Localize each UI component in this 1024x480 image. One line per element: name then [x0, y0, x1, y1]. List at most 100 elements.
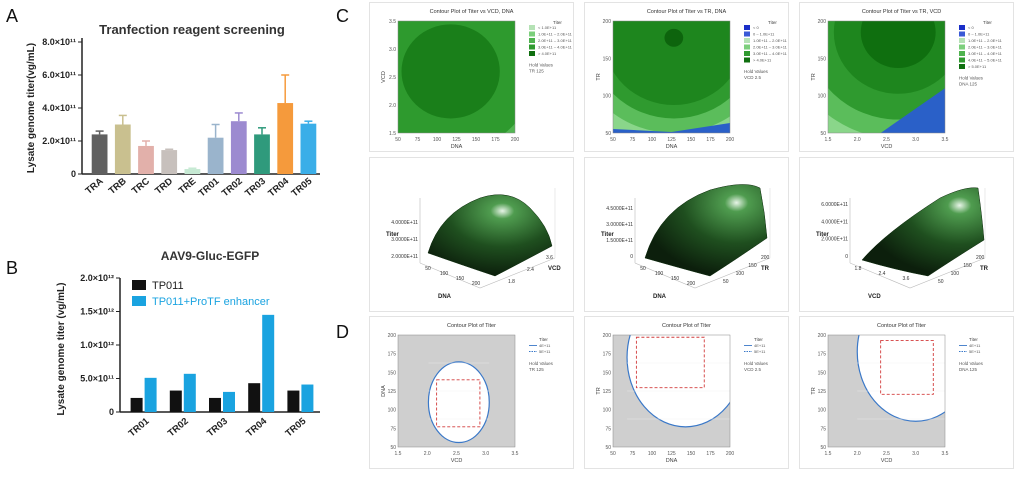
S2-ztick-label: 4.5000E+11 — [606, 206, 633, 212]
C1-legend-title: Titer — [553, 20, 562, 25]
C2-xtick-label: 50 — [610, 137, 616, 143]
D1-hold-title: Hold Values — [529, 361, 554, 366]
chart-a-bar — [230, 121, 247, 174]
C2-legend-label: 1.0E+11 – 2.0E+11 — [753, 38, 788, 43]
D1-hold-values: TR 125 — [529, 367, 544, 372]
S2-ylabel: TR — [761, 266, 770, 272]
D2-xlabel: DNA — [666, 458, 678, 464]
D2-ytick-label: 125 — [603, 389, 612, 395]
chart-b-bar — [262, 314, 275, 412]
D2-title: Contour Plot of Titer — [662, 323, 711, 329]
C3-xtick-label: 2.0 — [854, 137, 861, 143]
D2-ytick-label: 150 — [603, 370, 612, 376]
chart-a-bar — [114, 124, 131, 174]
C1-legend-label: 3.0E+11 – 4.0E+11 — [538, 45, 573, 50]
D3-legend-label: 5E+11 — [969, 349, 981, 354]
panel-c3: Contour Plot of Titer vs TR, VCD 1.5 2.0 2.… — [799, 2, 1014, 152]
panel-s1: Titer 2.0000E+11 3.0000E+11 4.0000E+11 50 100… — [369, 157, 574, 312]
chart-b-ylabel: Lysate genome titer (vg/mL) — [56, 283, 67, 416]
C3-ytick-label: 200 — [818, 19, 827, 25]
D1-ytick-label: 50 — [390, 445, 396, 451]
C3-xtick-label: 3.5 — [942, 137, 949, 143]
S2-xtick-label: 150 — [671, 276, 680, 282]
panel-label-c: C — [336, 6, 349, 26]
D2-legend-title: Titer — [754, 337, 763, 342]
D1-xtick-label: 3.5 — [512, 451, 519, 457]
C3-legend-label: 0 – 1.0E+11 — [968, 32, 990, 37]
C1-legend-label: > 4.0E+11 — [538, 51, 557, 56]
D3-ytick-label: 100 — [818, 408, 827, 414]
D2-legend-label: 4E+11 — [754, 343, 766, 348]
chart-b-xtick-label: TR05 — [283, 415, 308, 439]
chart-b-bar — [248, 383, 261, 412]
C1-legend-swatch — [529, 31, 535, 37]
chart-b-legend-swatch — [132, 280, 146, 290]
D1-title: Contour Plot of Titer — [447, 323, 496, 329]
panel-d2: Contour Plot of Titer 50 75 100 125 150 175 200… — [584, 316, 789, 469]
S3-xtick-label: 2.4 — [879, 271, 886, 277]
S1-xtick-label: 200 — [472, 281, 481, 287]
C1-xtick-label: 175 — [491, 137, 500, 143]
S2-ytick-label: 150 — [748, 263, 757, 269]
C1-legend-swatch — [529, 38, 535, 43]
D3-ytick-label: 75 — [820, 426, 826, 432]
chart-a-xtick-label: TRA — [83, 176, 105, 197]
chart-b-bar — [144, 377, 157, 412]
C2-xlabel: DNA — [666, 144, 678, 150]
S1-ytick-label: 3.6 — [546, 255, 553, 261]
D3-xlabel: VCD — [881, 458, 893, 464]
panel-label-b: B — [6, 258, 19, 278]
C1-legend-swatch — [529, 51, 535, 56]
D3-legend-label: 4E+11 — [969, 343, 981, 348]
D2-xtick-label: 75 — [630, 451, 636, 457]
D1-ytick-label: 150 — [388, 370, 397, 376]
D1-feasible-region — [427, 361, 490, 444]
S1-xtick-label: 150 — [456, 276, 465, 282]
C1-plot-area — [398, 21, 515, 133]
C3-legend-swatch — [959, 38, 965, 43]
C1-legend-label: 1.0E+11 – 2.0E+11 — [538, 32, 573, 37]
D1-frame — [397, 334, 516, 448]
S2-xlabel: DNA — [653, 294, 667, 300]
panel-s3: Titer 0 2.0000E+11 4.0000E+11 6.0000E+11 1.8 2… — [799, 157, 1014, 312]
chart-b-bar — [169, 390, 182, 412]
S3-ztick-label: 6.0000E+11 — [821, 202, 848, 208]
D2-xtick-label: 150 — [687, 451, 696, 457]
D3-ytick-label: 50 — [820, 445, 826, 451]
panel-label-d: D — [336, 322, 349, 342]
D2-xtick-label: 175 — [706, 451, 715, 457]
chart-a-ytick-label: 6.0×10¹¹ — [42, 70, 76, 80]
chart-a-xtick-label: TRC — [130, 176, 152, 197]
chart-b-xtick-label: TR04 — [244, 415, 269, 439]
C1-ytick-label: 3.5 — [389, 19, 396, 25]
contour-c3: Contour Plot of Titer vs TR, VCD 1.5 2.0 2.… — [811, 9, 1003, 150]
C3-legend-swatch — [959, 31, 965, 37]
C1-ytick-label: 3.0 — [389, 47, 396, 53]
C1-xtick-label: 75 — [415, 137, 421, 143]
D3-xtick-label: 3.0 — [912, 451, 919, 457]
C1-xtick-label: 200 — [511, 137, 520, 143]
C2-legend-swatch — [744, 44, 750, 50]
C3-ytick-label: 100 — [818, 94, 827, 100]
S1-surface — [427, 194, 553, 277]
D2-legend-label: 5E+11 — [754, 349, 766, 354]
S3-ytick-label: 200 — [976, 255, 985, 261]
chart-b-legend-label: TP011+ProTF enhancer — [152, 296, 270, 308]
panel-label-a: A — [6, 6, 19, 26]
C3-legend-title: Titer — [983, 20, 992, 25]
S2-zlabel: Titer — [601, 232, 615, 238]
C2-legend-swatch — [744, 31, 750, 37]
S1-ylabel: VCD — [548, 266, 561, 272]
chart-a-bar — [207, 137, 224, 174]
C2-legend-swatch — [744, 51, 750, 56]
D2-ylabel: TR — [596, 387, 602, 394]
panel-d3: Contour Plot of Titer 1.5 2.0 2.5 3.0 3.5 50 75… — [799, 316, 1014, 469]
S1-ztick-label: 3.0000E+11 — [391, 237, 418, 243]
D1-xtick-label: 3.0 — [482, 451, 489, 457]
S1-ztick-label: 2.0000E+11 — [391, 254, 418, 260]
S3-ylabel: TR — [980, 266, 989, 272]
D1-design-space-box — [436, 379, 481, 428]
S2-ytick-label: 50 — [723, 279, 729, 285]
D3-ytick-label: 150 — [818, 370, 827, 376]
D2-ytick-label: 200 — [603, 333, 612, 339]
